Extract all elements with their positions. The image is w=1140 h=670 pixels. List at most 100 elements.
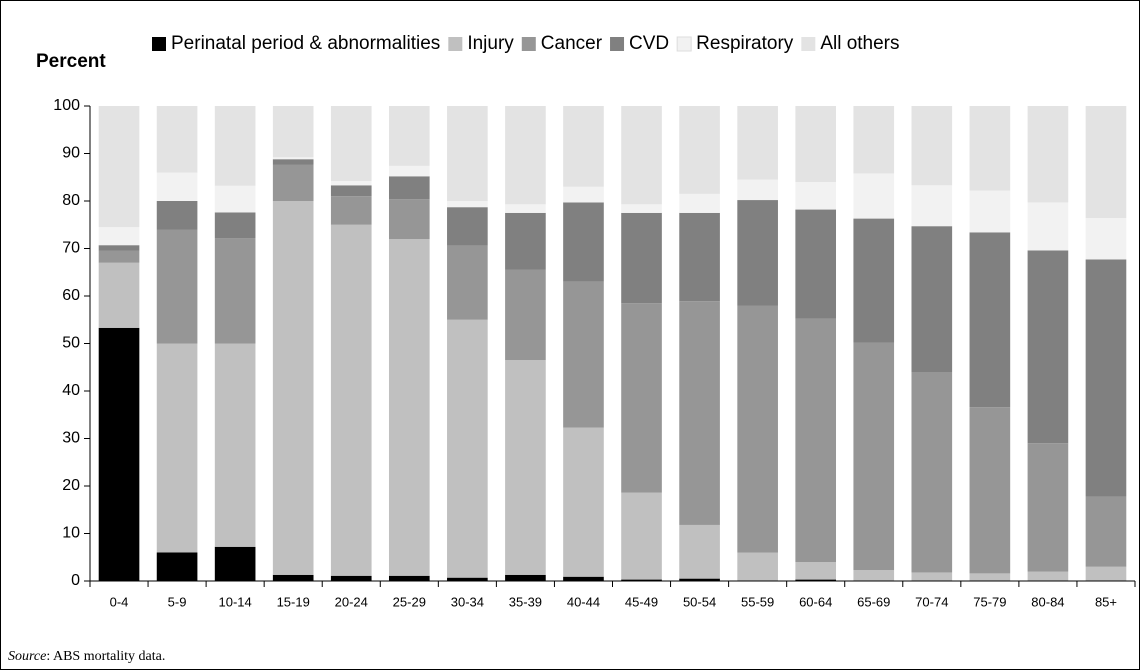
bar-segment bbox=[795, 106, 837, 182]
x-tick-label: 15-19 bbox=[277, 594, 310, 609]
y-tick-label: 100 bbox=[53, 97, 80, 114]
bar-segment bbox=[563, 186, 604, 203]
y-tick-label: 80 bbox=[62, 192, 80, 209]
x-tick-label: 25-29 bbox=[393, 594, 426, 609]
bar-segment bbox=[1027, 250, 1069, 444]
bar-segment bbox=[621, 212, 662, 304]
bar-segment bbox=[911, 106, 953, 186]
bar-segment bbox=[1085, 566, 1127, 581]
bar-segment bbox=[1027, 106, 1069, 203]
bar-segment bbox=[911, 572, 953, 581]
bar-segment bbox=[330, 196, 372, 225]
legend-label: Respiratory bbox=[696, 33, 794, 54]
source-label: Source bbox=[8, 649, 46, 664]
bar-segment bbox=[679, 212, 720, 302]
legend-label: Cancer bbox=[541, 33, 603, 54]
legend-label: Injury bbox=[467, 33, 514, 54]
legend-swatch bbox=[610, 37, 625, 51]
bar-segment bbox=[1027, 443, 1069, 572]
x-tick-label: 20-24 bbox=[335, 594, 368, 609]
bar-segment bbox=[737, 179, 778, 201]
x-tick-label: 40-44 bbox=[567, 594, 600, 609]
bar-segment bbox=[679, 524, 720, 579]
bar-segment bbox=[214, 185, 256, 213]
bar-segment bbox=[737, 305, 778, 553]
y-tick-label: 20 bbox=[62, 477, 80, 494]
bar-segment bbox=[98, 262, 140, 328]
y-tick-label: 60 bbox=[62, 287, 80, 304]
source-text: : ABS mortality data. bbox=[46, 649, 165, 664]
legend-label: Perinatal period & abnormalities bbox=[171, 33, 440, 54]
bar-segment bbox=[388, 176, 430, 200]
bar-segment bbox=[621, 492, 662, 580]
legend-swatch bbox=[801, 37, 816, 51]
bar-segment bbox=[388, 106, 430, 166]
bar-segment bbox=[795, 318, 837, 562]
bar-segment bbox=[1027, 202, 1069, 251]
y-tick-label: 70 bbox=[62, 240, 80, 257]
bar-segment bbox=[330, 181, 372, 186]
bar-segment bbox=[679, 106, 720, 194]
x-tick-label: 60-64 bbox=[799, 594, 832, 609]
bar-segment bbox=[505, 269, 546, 361]
bar-segment bbox=[911, 372, 953, 573]
legend-swatch bbox=[448, 37, 463, 51]
bar-segment bbox=[679, 578, 720, 581]
bar-segment bbox=[1085, 218, 1127, 260]
y-axis-label: Percent bbox=[36, 51, 106, 72]
x-tick-label: 35-39 bbox=[509, 594, 542, 609]
x-tick-label: 80-84 bbox=[1031, 594, 1064, 609]
bar-segment bbox=[505, 204, 546, 213]
bar-segment bbox=[853, 570, 895, 581]
bar-segment bbox=[563, 106, 604, 187]
bar-segment bbox=[563, 427, 604, 577]
bar-segment bbox=[563, 576, 604, 581]
bar-segment bbox=[969, 573, 1011, 581]
bar-segment bbox=[679, 301, 720, 525]
bar-segment bbox=[272, 157, 314, 160]
bar-segment bbox=[795, 182, 837, 210]
legend-swatch bbox=[152, 37, 166, 51]
bar-segment bbox=[214, 238, 256, 344]
y-tick-label: 90 bbox=[62, 145, 80, 162]
bar-segment bbox=[853, 342, 895, 571]
bar-segment bbox=[214, 212, 256, 239]
bar-segment bbox=[388, 575, 430, 581]
y-tick-label: 10 bbox=[62, 525, 80, 542]
bar-segment bbox=[563, 202, 604, 282]
bar-segment bbox=[447, 577, 488, 581]
y-tick-label: 0 bbox=[71, 572, 80, 589]
bar-segment bbox=[621, 204, 662, 213]
bar-segment bbox=[272, 201, 314, 575]
bar-segment bbox=[98, 227, 140, 246]
bar-segment bbox=[621, 106, 662, 205]
x-tick-label: 85+ bbox=[1095, 594, 1117, 609]
bar-segment bbox=[447, 106, 488, 201]
bar-segment bbox=[795, 562, 837, 580]
bar-segment bbox=[272, 106, 314, 158]
bar-segment bbox=[388, 165, 430, 177]
y-tick-label: 40 bbox=[62, 382, 80, 399]
x-tick-label: 65-69 bbox=[857, 594, 890, 609]
bar-segment bbox=[388, 239, 430, 576]
bar-segment bbox=[911, 226, 953, 372]
legend: Perinatal period & abnormalities Injury Ca… bbox=[152, 33, 900, 54]
bar-segment bbox=[272, 574, 314, 581]
x-tick-label: 10-14 bbox=[219, 594, 252, 609]
bar-segment bbox=[969, 232, 1011, 408]
bar-segment bbox=[737, 552, 778, 581]
bar-segment bbox=[272, 164, 314, 201]
bar-segment bbox=[156, 229, 198, 344]
bar-segment bbox=[272, 159, 314, 165]
x-tick-label: 75-79 bbox=[973, 594, 1006, 609]
bar-segment bbox=[1085, 106, 1127, 219]
bar-segment bbox=[214, 106, 256, 186]
bar-segment bbox=[1085, 496, 1127, 567]
x-tick-label: 55-59 bbox=[741, 594, 774, 609]
bar-segment bbox=[330, 575, 372, 581]
x-tick-label: 70-74 bbox=[915, 594, 948, 609]
bar-segment bbox=[621, 303, 662, 493]
bar-segment bbox=[795, 209, 837, 319]
bar-segment bbox=[447, 319, 488, 578]
